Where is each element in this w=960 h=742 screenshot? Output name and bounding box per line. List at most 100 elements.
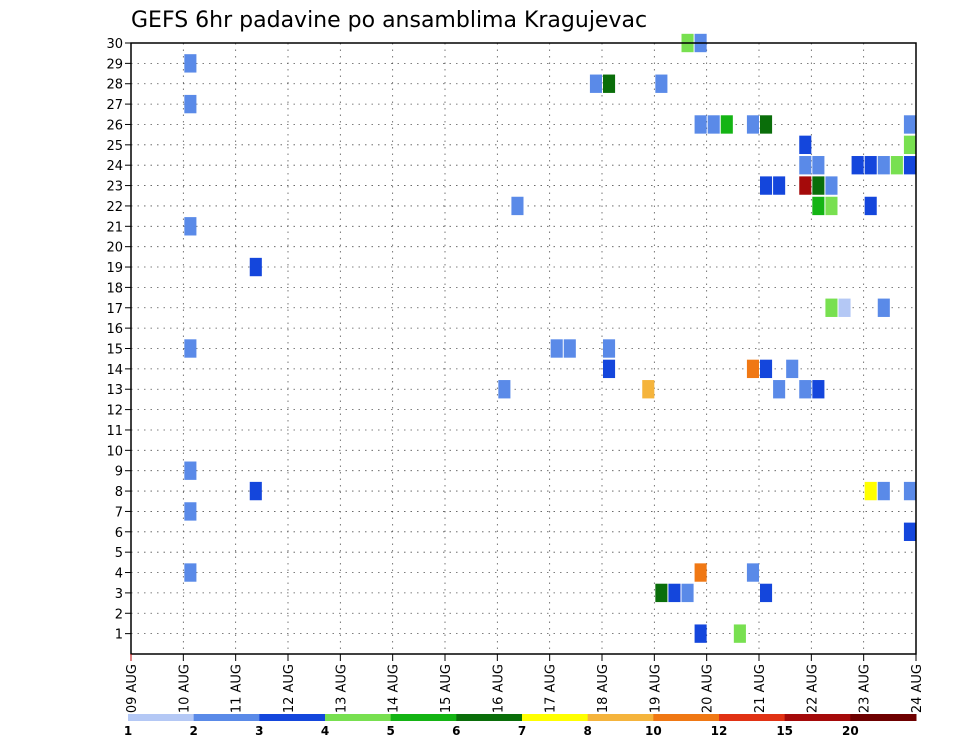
x-tick-label: 24 AUG (910, 664, 925, 713)
data-cell (694, 624, 707, 643)
data-cell (799, 156, 812, 175)
data-cell (890, 156, 903, 175)
colorbar-swatch (653, 714, 720, 721)
data-cell (773, 176, 786, 195)
x-axis: 09 AUG 10 AUG 11 AUG 12 AUG 13 AUG 14 AUG 15 A… (125, 654, 925, 713)
y-tick-label: 7 (115, 505, 123, 520)
colorbar-label: 12 (711, 724, 728, 738)
data-cell (864, 481, 877, 501)
colorbar-swatch (456, 714, 523, 721)
colorbar-label: 4 (321, 724, 329, 738)
data-cell (184, 563, 197, 582)
data-cell (603, 359, 616, 379)
data-cell (877, 298, 890, 317)
x-tick-label: 21 AUG (753, 664, 768, 713)
colorbar-label: 2 (189, 724, 197, 738)
colorbar-swatch (587, 714, 654, 721)
data-cell (903, 135, 916, 155)
x-tick-label: 19 AUG (648, 664, 663, 713)
x-tick-label: 13 AUG (334, 664, 349, 713)
colorbar-label: 7 (518, 724, 526, 738)
x-tick-label: 16 AUG (491, 664, 506, 713)
x-tick-label: 18 AUG (596, 664, 611, 713)
data-cell (877, 156, 890, 175)
data-cell (799, 380, 812, 399)
colorbar-swatch (719, 714, 786, 721)
grid-lines (131, 42, 916, 654)
data-cell (746, 563, 759, 582)
x-tick-label: 23 AUG (858, 664, 873, 713)
data-cell (903, 522, 916, 541)
y-tick-label: 14 (106, 363, 123, 378)
chart-title: GEFS 6hr padavine po ansamblima Kragujev… (131, 8, 647, 33)
colorbar-label: 20 (842, 724, 859, 738)
data-cell (589, 74, 602, 93)
y-tick-label: 8 (115, 485, 123, 500)
data-cell (655, 74, 668, 93)
x-tick-label: 14 AUG (387, 664, 402, 713)
data-cell (642, 380, 655, 399)
data-cell (694, 115, 707, 134)
colorbar-swatch (784, 714, 851, 721)
y-tick-label: 17 (106, 302, 123, 317)
y-tick-label: 29 (106, 57, 123, 72)
colorbar-swatch (193, 714, 260, 721)
colorbar-label: 8 (583, 724, 591, 738)
y-tick-label: 26 (106, 118, 123, 133)
colorbar-swatch (325, 714, 392, 721)
data-cell (603, 74, 616, 93)
data-cell (498, 380, 511, 399)
y-tick-label: 20 (106, 241, 123, 256)
data-cell (249, 481, 262, 501)
data-cell (668, 583, 681, 603)
data-cell (184, 461, 197, 480)
data-cell (903, 156, 916, 175)
data-cell (694, 563, 707, 582)
data-cell (760, 359, 773, 379)
x-tick-label: 17 AUG (544, 664, 559, 713)
y-tick-label: 2 (115, 607, 123, 622)
data-cell (184, 339, 197, 358)
x-tick-label: 11 AUG (230, 664, 245, 713)
data-cell (746, 359, 759, 379)
data-cell (681, 583, 694, 603)
data-cell (851, 156, 864, 175)
x-tick-label: 12 AUG (282, 664, 297, 713)
data-cell (786, 359, 799, 379)
y-tick-label: 27 (106, 98, 123, 113)
data-cell (511, 196, 524, 216)
data-cell (799, 135, 812, 155)
x-tick-label: 15 AUG (439, 664, 454, 713)
data-cell (733, 624, 746, 643)
y-tick-label: 23 (106, 180, 123, 195)
colorbar-label: 5 (386, 724, 394, 738)
y-tick-label: 12 (106, 404, 123, 419)
colorbar-label: 10 (645, 724, 662, 738)
colorbar-swatch (850, 714, 917, 721)
data-cell (707, 115, 720, 134)
y-tick-label: 11 (106, 424, 123, 439)
data-cell (184, 217, 197, 236)
data-cell (903, 115, 916, 134)
data-cell (825, 176, 838, 195)
y-tick-label: 4 (115, 567, 123, 582)
data-cell (655, 583, 668, 603)
y-tick-label: 28 (106, 78, 123, 93)
colorbar-swatch (522, 714, 589, 721)
data-cell (720, 115, 733, 134)
data-cell (812, 156, 825, 175)
data-cell (825, 196, 838, 216)
precipitation-cells (184, 33, 916, 643)
y-tick-label: 9 (115, 465, 123, 480)
colorbar-swatch (128, 714, 195, 721)
data-cell (838, 298, 851, 317)
data-cell (812, 176, 825, 195)
x-tick-label: 09 AUG (125, 664, 140, 713)
data-cell (812, 380, 825, 399)
data-cell (773, 380, 786, 399)
y-tick-label: 6 (115, 526, 123, 541)
y-tick-label: 21 (106, 220, 123, 235)
y-tick-label: 1 (115, 628, 123, 643)
data-cell (799, 176, 812, 195)
